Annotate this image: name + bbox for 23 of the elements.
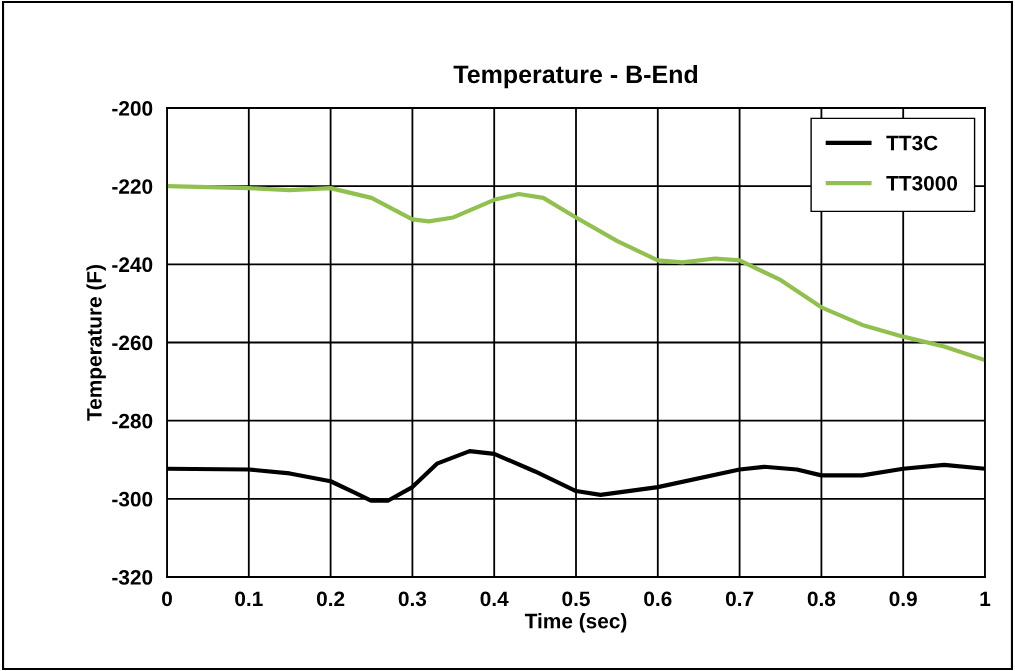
y-axis-title: Temperature (F) bbox=[86, 265, 106, 421]
x-tick-label: 0.9 bbox=[889, 591, 917, 607]
legend-label: TT3000 bbox=[886, 175, 958, 191]
y-tick-label: -260 bbox=[112, 335, 153, 351]
x-tick-label: 0.7 bbox=[725, 591, 754, 607]
y-tick-label: -240 bbox=[112, 257, 153, 273]
x-tick-label: 0.1 bbox=[235, 591, 263, 607]
x-axis-title: Time (sec) bbox=[524, 613, 627, 633]
x-tick-label: 0.2 bbox=[316, 591, 345, 607]
x-tick-label: 0.5 bbox=[562, 591, 590, 607]
y-tick-label: -220 bbox=[112, 179, 153, 194]
y-tick-label: -300 bbox=[112, 491, 153, 507]
x-tick-label: 0.3 bbox=[398, 591, 427, 607]
x-tick-label: 0.8 bbox=[807, 591, 836, 607]
x-tick-label: 0.4 bbox=[480, 591, 509, 607]
y-tick-label: -320 bbox=[112, 570, 153, 585]
legend-label: TT3C bbox=[886, 135, 938, 151]
x-tick-label: 1 bbox=[980, 591, 991, 606]
x-tick-label: 0.6 bbox=[644, 591, 672, 607]
x-tick-label: 0 bbox=[162, 591, 172, 607]
y-tick-label: -280 bbox=[112, 413, 153, 429]
chart-title: Temperature - B-End bbox=[453, 64, 698, 89]
y-tick-label: -200 bbox=[112, 101, 153, 116]
